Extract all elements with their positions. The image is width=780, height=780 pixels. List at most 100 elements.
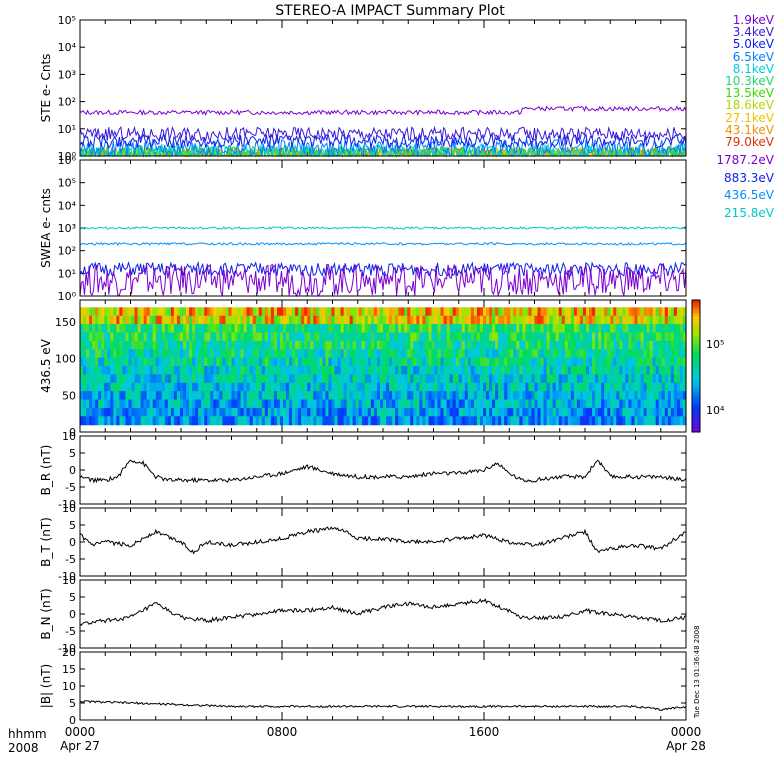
spectrogram-cell bbox=[658, 407, 663, 417]
spectrogram-cell bbox=[622, 324, 626, 334]
spectrogram-cell bbox=[561, 315, 566, 325]
spectrogram-cell bbox=[619, 382, 623, 392]
spectrogram-cell bbox=[216, 391, 220, 401]
spectrogram-cell bbox=[349, 391, 354, 401]
panel-frame bbox=[79, 19, 687, 157]
spectrogram-cell bbox=[422, 324, 427, 334]
spectrogram-cell bbox=[473, 407, 478, 417]
spectrogram-cell bbox=[83, 307, 87, 317]
spectrogram-cell bbox=[473, 315, 478, 325]
spectrogram-cell bbox=[216, 407, 220, 417]
spectrogram-cell bbox=[86, 349, 90, 359]
spectrogram-cell bbox=[473, 307, 478, 317]
spectrogram-cell bbox=[152, 407, 157, 417]
spectrogram-cell bbox=[186, 366, 190, 375]
spectrogram-cell bbox=[643, 399, 648, 409]
spectrogram-cell bbox=[286, 399, 290, 409]
spectrogram-cell bbox=[646, 416, 651, 426]
spectrogram-cell bbox=[519, 324, 523, 334]
spectrogram-cell bbox=[404, 349, 408, 359]
spectrogram-cell bbox=[104, 340, 108, 350]
spectrogram-cell bbox=[273, 332, 278, 342]
spectrogram-cell bbox=[461, 324, 466, 334]
spectrogram-cell bbox=[670, 332, 675, 342]
spectrogram-cell bbox=[398, 307, 402, 317]
spectrogram-cell bbox=[519, 357, 523, 367]
spectrogram-cell bbox=[95, 407, 99, 417]
spectrogram-cell bbox=[531, 315, 536, 325]
spectrogram-cell bbox=[252, 324, 257, 334]
spectrogram-cell bbox=[586, 391, 590, 401]
spectrogram-cell bbox=[176, 374, 181, 384]
spectrogram-cell bbox=[673, 332, 678, 342]
spectrogram-cell bbox=[404, 407, 408, 417]
y-tick-label: 0 bbox=[69, 464, 76, 477]
spectrogram-cell bbox=[673, 315, 678, 325]
spectrogram-cell bbox=[579, 366, 584, 375]
spectrogram-cell bbox=[486, 315, 490, 325]
spectrogram-cell bbox=[131, 382, 136, 392]
spectrogram-cell bbox=[249, 349, 254, 359]
spectrogram-cell bbox=[667, 374, 672, 384]
spectrogram-cell bbox=[461, 307, 466, 317]
spectrogram-cell bbox=[434, 332, 439, 342]
spectrogram-cell bbox=[558, 366, 563, 375]
spectrogram-cell bbox=[201, 366, 205, 375]
spectrogram-cell bbox=[404, 357, 408, 367]
spectrogram-cell bbox=[328, 349, 333, 359]
spectrogram-cell bbox=[625, 374, 630, 384]
spectrogram-cell bbox=[413, 391, 417, 401]
spectrogram-cell bbox=[101, 391, 105, 401]
spectrogram-cell bbox=[137, 340, 142, 350]
spectrogram-cell bbox=[443, 340, 448, 350]
spectrogram-cell bbox=[367, 357, 372, 367]
spectrogram-cell bbox=[655, 357, 660, 367]
spectrogram-cell bbox=[492, 416, 496, 426]
spectrogram-cell bbox=[286, 332, 290, 342]
y-tick-label: 10⁴ bbox=[58, 41, 77, 54]
spectrogram-cell bbox=[273, 382, 278, 392]
spectrogram-cell bbox=[525, 416, 530, 426]
spectrogram-cell bbox=[595, 407, 599, 417]
spectrogram-cell bbox=[370, 366, 375, 375]
spectrogram-cell bbox=[425, 399, 430, 409]
spectrogram-cell bbox=[516, 340, 520, 350]
spectrogram-cell bbox=[301, 416, 305, 426]
spectrogram-cell bbox=[492, 391, 496, 401]
spectrogram-cell bbox=[343, 357, 348, 367]
spectrogram-cell bbox=[110, 416, 114, 426]
spectrogram-cell bbox=[634, 315, 639, 325]
spectrogram-cell bbox=[234, 407, 239, 417]
spectrogram-cell bbox=[628, 315, 633, 325]
spectrogram-cell bbox=[340, 416, 345, 426]
spectrogram-cell bbox=[504, 307, 508, 317]
spectrogram-cell bbox=[289, 416, 293, 426]
spectrogram-cell bbox=[186, 307, 190, 317]
spectrogram-cell bbox=[470, 407, 475, 417]
spectrogram-cell bbox=[534, 357, 539, 367]
spectrogram-cell bbox=[313, 340, 317, 350]
spectrogram-cell bbox=[164, 315, 169, 325]
spectrogram-cell bbox=[343, 340, 348, 350]
spectrogram-cell bbox=[676, 332, 681, 342]
spectrogram-cell bbox=[595, 349, 599, 359]
spectrogram-cell bbox=[582, 307, 587, 317]
spectrogram-cell bbox=[667, 349, 672, 359]
spectrogram-cell bbox=[498, 332, 502, 342]
spectrogram-cell bbox=[176, 407, 181, 417]
spectrogram-cell bbox=[395, 407, 399, 417]
spectrogram-cell bbox=[161, 324, 166, 334]
spectrogram-cell bbox=[458, 332, 463, 342]
spectrogram-cell bbox=[80, 399, 84, 409]
spectrogram-cell bbox=[407, 332, 411, 342]
spectrogram-cell bbox=[198, 382, 202, 392]
spectrogram-cell bbox=[428, 349, 433, 359]
spectrogram-cell bbox=[555, 374, 560, 384]
spectrogram-cell bbox=[237, 324, 242, 334]
spectrogram-cell bbox=[570, 349, 575, 359]
spectrogram-cell bbox=[434, 340, 439, 350]
spectrogram-cell bbox=[543, 382, 548, 392]
spectrogram-cell bbox=[398, 349, 402, 359]
spectrogram-cell bbox=[80, 416, 84, 426]
